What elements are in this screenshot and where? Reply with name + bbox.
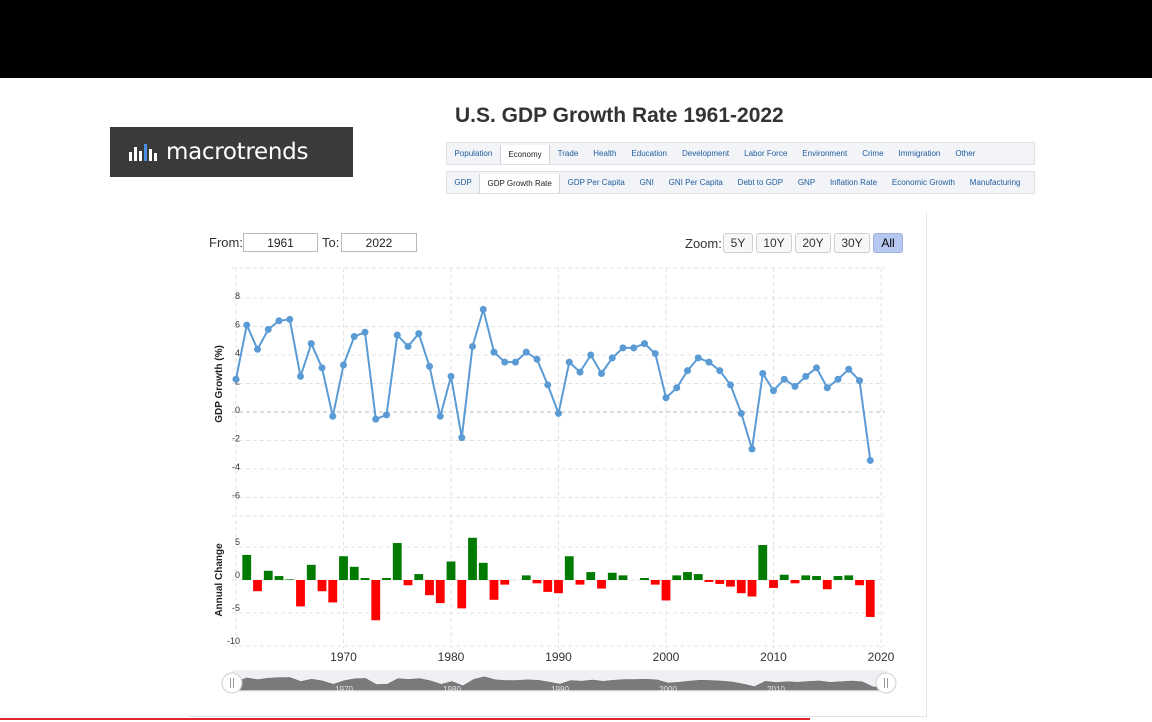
subtab-gnp[interactable]: GNP: [797, 178, 816, 187]
category-tabs: Population Economy Trade Health Education Dev…: [446, 142, 1035, 165]
bottom-red-line: [0, 718, 810, 720]
tab-crime[interactable]: Crime: [862, 149, 884, 158]
subtab-gdp-growth-rate[interactable]: GDP Growth Rate: [479, 174, 561, 193]
subtab-gni[interactable]: GNI: [639, 178, 654, 187]
chart-container: [188, 212, 927, 717]
page-title: U.S. GDP Growth Rate 1961-2022: [455, 104, 784, 127]
subtab-gdp-per-capita[interactable]: GDP Per Capita: [567, 178, 625, 187]
zoom-20y-button[interactable]: 20Y: [795, 233, 831, 253]
tab-labor-force[interactable]: Labor Force: [744, 149, 788, 158]
zoom-10y-button[interactable]: 10Y: [756, 233, 792, 253]
tab-other[interactable]: Other: [955, 149, 976, 158]
tab-immigration[interactable]: Immigration: [898, 149, 941, 158]
tab-education[interactable]: Education: [631, 149, 667, 158]
tab-trade[interactable]: Trade: [557, 149, 579, 158]
to-label: To:: [322, 235, 340, 250]
tab-population[interactable]: Population: [454, 149, 493, 158]
sub-tabs: GDP GDP Growth Rate GDP Per Capita GNI GNI P…: [446, 171, 1035, 194]
subtab-gdp[interactable]: GDP: [454, 178, 472, 187]
to-year-input[interactable]: 2022: [341, 233, 417, 252]
zoom-5y-button[interactable]: 5Y: [723, 233, 753, 253]
subtab-debt-to-gdp[interactable]: Debt to GDP: [737, 178, 784, 187]
subtab-economic-growth[interactable]: Economic Growth: [891, 178, 955, 187]
tab-health[interactable]: Health: [593, 149, 617, 158]
tab-environment[interactable]: Environment: [802, 149, 848, 158]
subtab-gni-per-capita[interactable]: GNI Per Capita: [668, 178, 723, 187]
zoom-label: Zoom:: [685, 236, 722, 251]
tab-development[interactable]: Development: [682, 149, 730, 158]
subtab-inflation-rate[interactable]: Inflation Rate: [829, 178, 878, 187]
logo-text: macrotrends: [166, 139, 309, 165]
macrotrends-bars-icon: [129, 144, 157, 161]
from-label: From:: [209, 235, 243, 250]
top-black-bar: [0, 0, 1152, 78]
subtab-manufacturing[interactable]: Manufacturing: [969, 178, 1021, 187]
from-year-input[interactable]: 1961: [243, 233, 318, 252]
zoom-30y-button[interactable]: 30Y: [834, 233, 870, 253]
tab-economy[interactable]: Economy: [499, 145, 551, 164]
macrotrends-logo[interactable]: macrotrends: [110, 127, 353, 177]
zoom-all-button[interactable]: All: [873, 233, 903, 253]
